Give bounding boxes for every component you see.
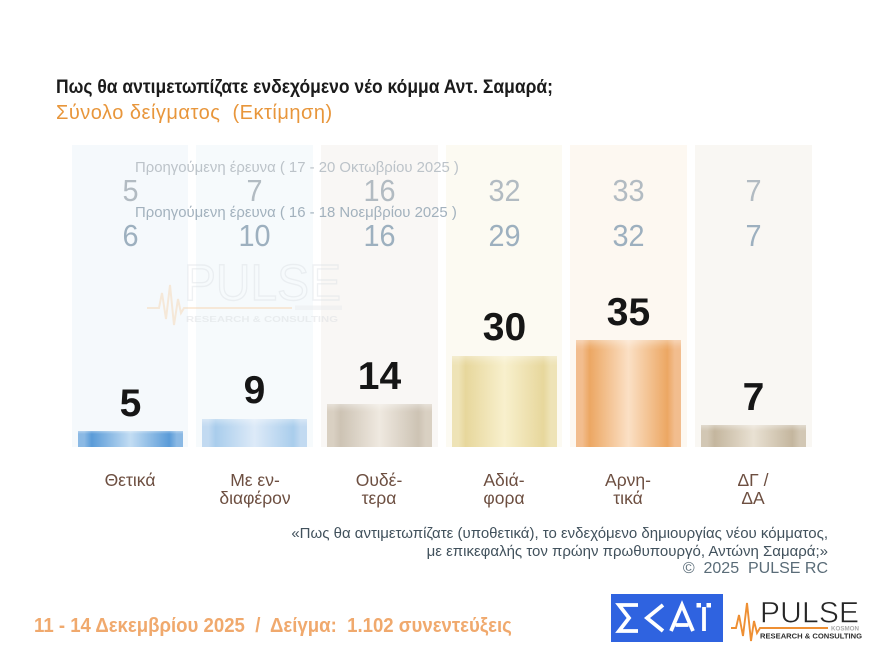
svg-text:PULSE: PULSE xyxy=(184,255,341,311)
svg-text:RESEARCH & CONSULTING: RESEARCH & CONSULTING xyxy=(760,634,863,641)
svg-text:RESEARCH & CONSULTING: RESEARCH & CONSULTING xyxy=(186,314,339,324)
svg-text:KOSMON: KOSMON xyxy=(831,626,859,633)
svg-text:PULSE: PULSE xyxy=(760,597,859,630)
